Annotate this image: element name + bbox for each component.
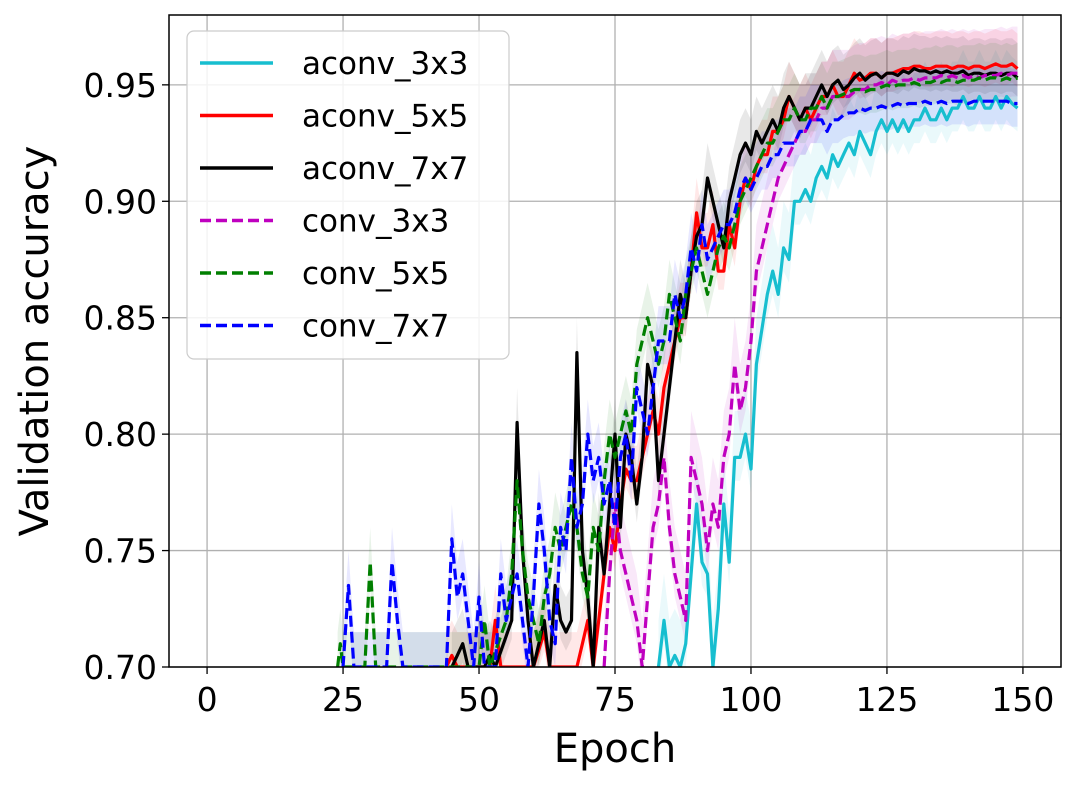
legend-box <box>186 30 510 360</box>
legend-label-aconv-7x7: aconv_7x7 <box>302 151 468 187</box>
legend-label-aconv-5x5: aconv_5x5 <box>302 99 468 135</box>
legend: aconv_3x3 aconv_5x5 aconv_7x7 conv_3x3 conv_… <box>186 30 510 360</box>
y-tick-label: 0.90 <box>84 182 157 221</box>
line-conv-5x5 <box>336 76 1019 667</box>
y-tick-label: 0.80 <box>84 415 157 454</box>
line-aconv-3x3 <box>656 94 1019 667</box>
y-tick-label: 0.95 <box>84 66 157 105</box>
x-tick-label: 75 <box>594 680 636 719</box>
line-aconv-7x7 <box>450 67 1019 667</box>
line-conv-7x7 <box>341 99 1018 667</box>
legend-label-conv-7x7: conv_7x7 <box>302 309 449 345</box>
line-conv-3x3 <box>602 71 1018 667</box>
x-tick-label: 0 <box>197 680 218 719</box>
x-axis-title: Epoch <box>554 726 676 772</box>
y-tick-label: 0.85 <box>84 299 157 338</box>
x-tick-label: 100 <box>719 680 782 719</box>
x-tick-label: 125 <box>855 680 918 719</box>
x-tick-label: 25 <box>322 680 364 719</box>
legend-label-aconv-3x3: aconv_3x3 <box>302 46 468 82</box>
band-aconv-3x3 <box>658 49 1018 667</box>
band-conv-3x3 <box>604 26 1018 667</box>
series-lines <box>336 62 1019 667</box>
legend-label-conv-3x3: conv_3x3 <box>302 204 449 240</box>
confidence-bands <box>337 26 1018 667</box>
y-tick-label: 0.75 <box>84 532 157 571</box>
axis-ticks: 0 25 50 75 100 125 150 0.70 0.75 0.80 0.85 0.90 0.95 <box>84 66 1055 719</box>
y-tick-label: 0.70 <box>84 648 157 687</box>
band-aconv-7x7 <box>451 33 1018 667</box>
y-axis-title: Validation accuracy <box>12 146 58 537</box>
legend-label-conv-5x5: conv_5x5 <box>302 256 449 292</box>
x-tick-label: 50 <box>458 680 500 719</box>
x-tick-label: 150 <box>991 680 1054 719</box>
line-aconv-5x5 <box>444 62 1019 667</box>
